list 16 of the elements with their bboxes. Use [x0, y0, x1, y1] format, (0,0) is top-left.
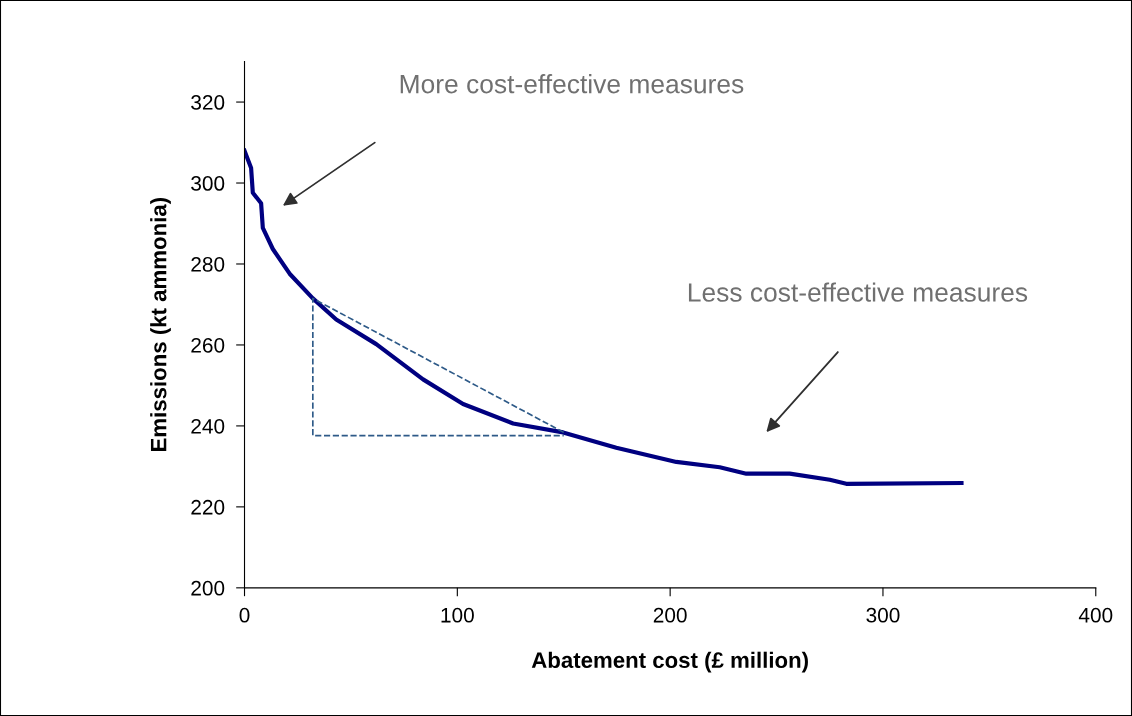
y-tick-label: 320: [191, 95, 225, 110]
y-tick-label: 240: [191, 418, 225, 434]
x-axis-title: Abatement cost (£ million): [531, 651, 808, 673]
x-tick-label: 400: [1078, 607, 1113, 623]
y-axis-title: Emissions (kt ammonia): [150, 197, 171, 452]
y-tick-label: 260: [191, 337, 225, 353]
annotation: More cost-effective measures: [400, 74, 744, 94]
annotation: Less cost-effective measures: [688, 282, 1028, 302]
y-tick-label: 200: [191, 580, 225, 596]
y-tick-label: 300: [191, 176, 225, 191]
x-tick-label: 300: [866, 607, 900, 623]
x-tick-label: 100: [441, 607, 474, 623]
y-tick-label: 280: [191, 256, 225, 272]
y-tick-label: 220: [191, 499, 225, 515]
x-tick-label: 0: [239, 607, 250, 623]
x-tick-label: 200: [653, 607, 687, 623]
